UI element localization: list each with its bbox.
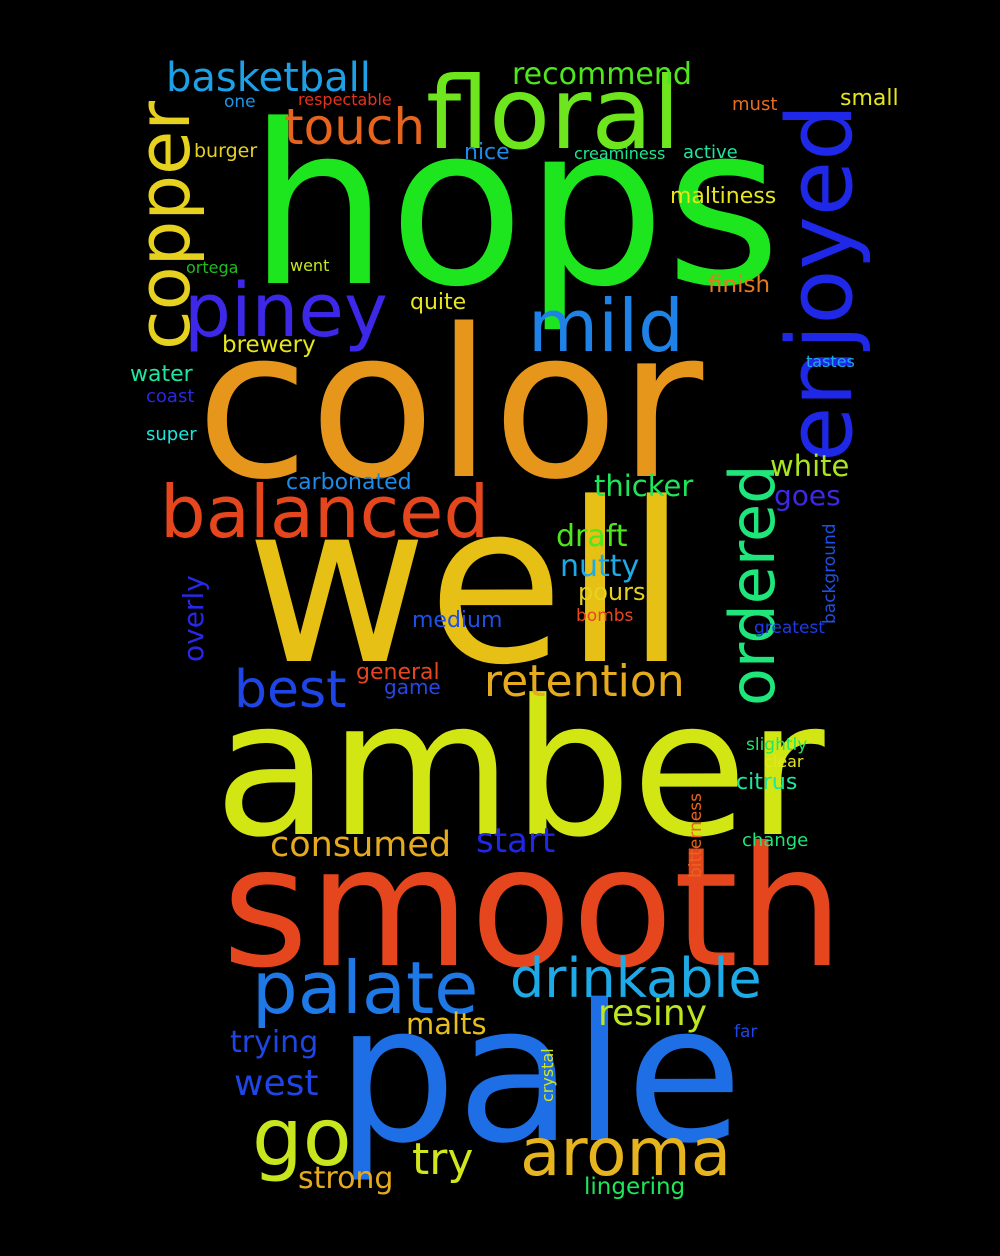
word-try: try — [412, 1134, 474, 1185]
word-consumed: consumed — [270, 825, 452, 865]
word-aroma: aroma — [520, 1114, 732, 1191]
word-strong: strong — [298, 1161, 394, 1196]
word-greatest: greatest — [754, 618, 825, 638]
word-west: west — [234, 1063, 319, 1104]
word-hops: hops — [248, 78, 782, 336]
word-trying: trying — [230, 1025, 319, 1060]
word-amber: amber — [214, 660, 825, 879]
word-quite: quite — [410, 290, 467, 315]
word-change: change — [742, 830, 809, 851]
word-lingering: lingering — [584, 1174, 686, 1200]
word-palate: palate — [252, 946, 479, 1030]
word-tastes: tastes — [806, 352, 855, 371]
word-background: background — [820, 523, 840, 624]
word-finish: finish — [708, 272, 771, 298]
word-coast: coast — [146, 386, 195, 407]
word-brewery: brewery — [222, 332, 316, 358]
word-resiny: resiny — [598, 993, 708, 1034]
word-recommend: recommend — [512, 57, 692, 92]
word-small: small — [840, 86, 899, 111]
word-bitterness: bitterness — [686, 793, 706, 878]
word-well: well — [246, 456, 688, 714]
word-basketball: basketball — [166, 55, 371, 101]
word-one: one — [224, 92, 256, 112]
word-pours: pours — [578, 578, 646, 606]
word-draft: draft — [556, 519, 628, 554]
word-medium: medium — [412, 608, 503, 633]
word-creaminess: creaminess — [574, 144, 666, 163]
word-super: super — [146, 424, 197, 445]
word-went: went — [290, 256, 330, 275]
word-respectable: respectable — [298, 90, 392, 109]
word-clear: clear — [764, 752, 804, 771]
word-drinkable: drinkable — [510, 947, 762, 1010]
word-ortega: ortega — [186, 258, 239, 277]
word-floral: floral — [426, 55, 681, 172]
word-nice: nice — [464, 140, 510, 165]
word-citrus: citrus — [736, 770, 798, 795]
word-slightly: slightly — [746, 735, 808, 755]
word-balanced: balanced — [160, 470, 490, 554]
word-general: general — [356, 660, 440, 685]
word-thicker: thicker — [594, 469, 694, 503]
word-bombs: bombs — [576, 606, 634, 626]
word-touch: touch — [284, 98, 426, 156]
word-maltiness: maltiness — [670, 184, 777, 209]
word-color: color — [196, 285, 704, 525]
word-enjoyed: enjoyed — [768, 103, 873, 462]
word-smooth: smooth — [222, 812, 844, 1005]
word-water: water — [130, 362, 193, 387]
word-white: white — [770, 449, 850, 483]
word-goes: goes — [774, 479, 841, 512]
word-go: go — [252, 1091, 352, 1184]
word-crystal: crystal — [538, 1048, 557, 1102]
word-far: far — [734, 1022, 758, 1042]
word-mild: mild — [528, 284, 684, 368]
word-burger: burger — [194, 140, 258, 162]
word-start: start — [476, 821, 556, 861]
word-carbonated: carbonated — [286, 470, 412, 495]
word-nutty: nutty — [560, 549, 640, 584]
word-best: best — [234, 660, 347, 720]
word-malts: malts — [406, 1007, 487, 1041]
word-piney: piney — [184, 268, 388, 354]
word-retention: retention — [484, 656, 685, 707]
word-game: game — [384, 675, 441, 699]
word-must: must — [732, 94, 778, 115]
word-active: active — [683, 142, 738, 163]
word-pale: pale — [336, 964, 743, 1185]
word-overly: overly — [177, 575, 210, 662]
